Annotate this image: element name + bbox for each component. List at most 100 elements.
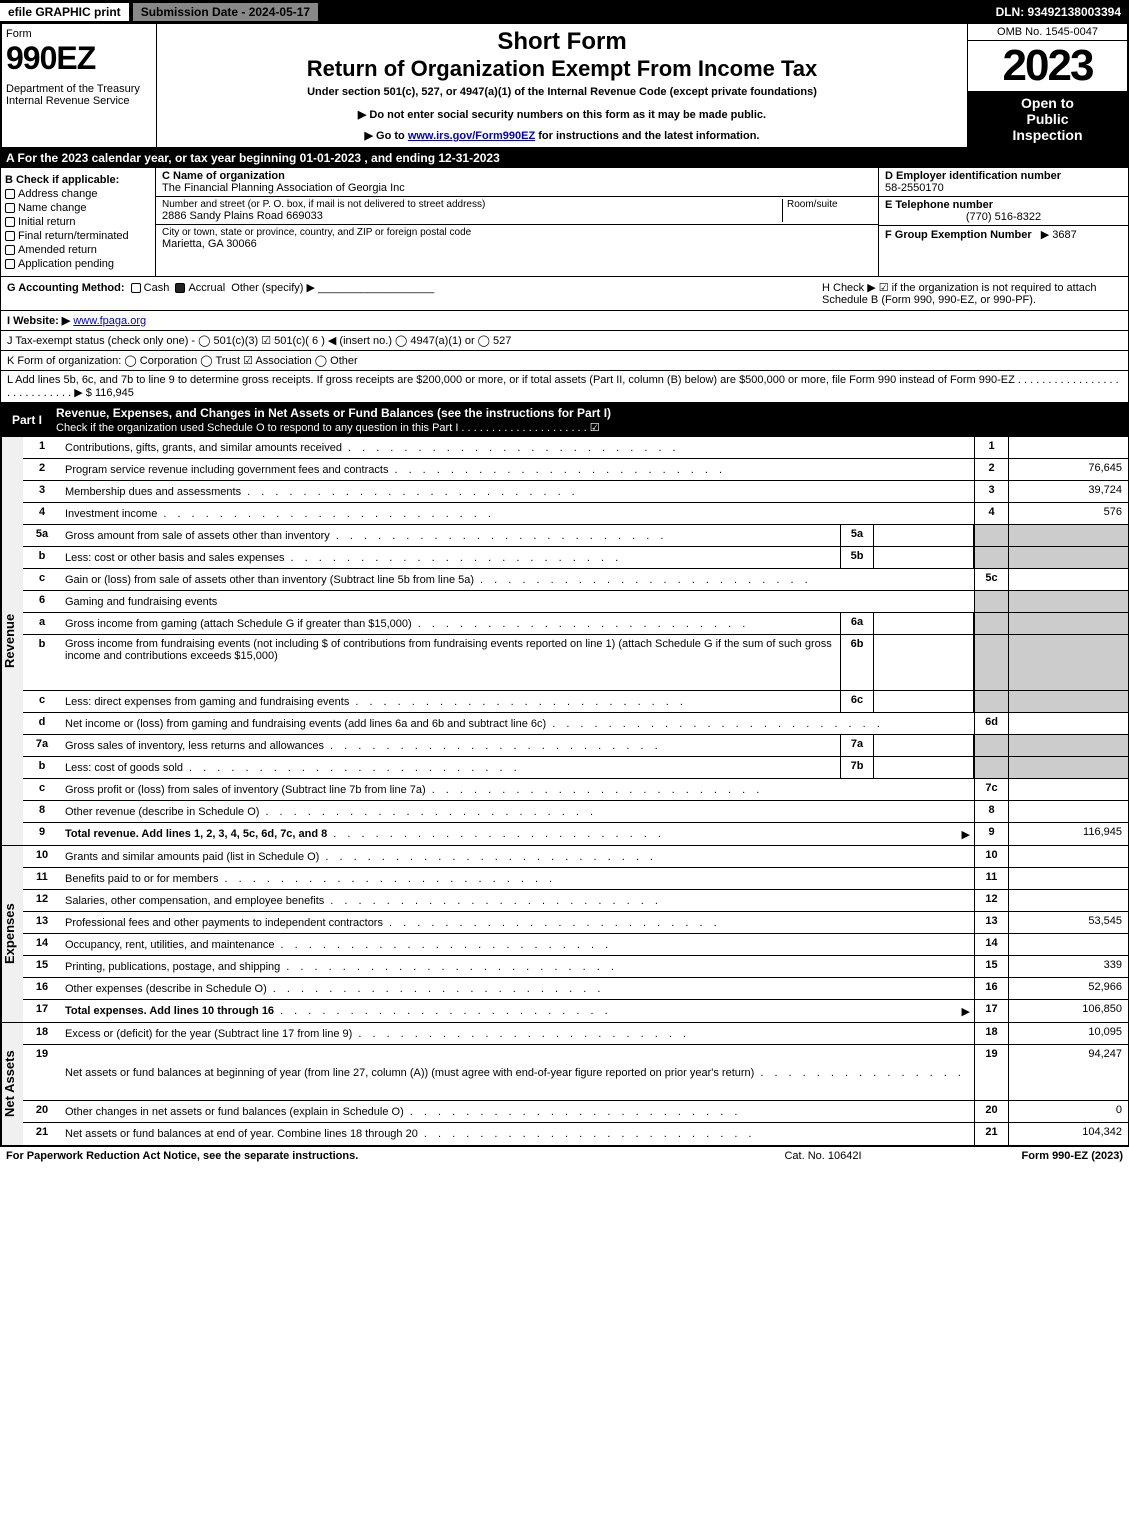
line-num: 19: [23, 1045, 61, 1100]
table-row: 21Net assets or fund balances at end of …: [23, 1123, 1128, 1145]
mid-num: 6b: [840, 635, 874, 690]
table-row: cGain or (loss) from sale of assets othe…: [23, 569, 1128, 591]
chk-cash[interactable]: [131, 283, 141, 293]
line-val: 39,724: [1008, 481, 1128, 502]
line-num: 11: [23, 868, 61, 889]
goto-link[interactable]: www.irs.gov/Form990EZ: [408, 130, 535, 142]
tel-value: (770) 516-8322: [885, 211, 1122, 223]
table-row: 8Other revenue (describe in Schedule O).…: [23, 801, 1128, 823]
grp-row: F Group Exemption Number ▶ 3687: [879, 226, 1128, 243]
line-desc: Professional fees and other payments to …: [61, 912, 974, 933]
header-right: OMB No. 1545-0047 2023 Open to Public In…: [967, 24, 1127, 147]
under-section: Under section 501(c), 527, or 4947(a)(1)…: [165, 86, 959, 98]
ein-value: 58-2550170: [885, 182, 1122, 194]
goto-post: for instructions and the latest informat…: [535, 130, 759, 142]
line-desc: Gross sales of inventory, less returns a…: [61, 735, 840, 756]
open-to-public: Open to Public Inspection: [968, 91, 1127, 147]
line-desc: Net assets or fund balances at end of ye…: [61, 1123, 974, 1145]
c-name-label: C Name of organization: [162, 170, 872, 182]
tel-label: E Telephone number: [885, 199, 1122, 211]
netassets-body: 18Excess or (deficit) for the year (Subt…: [23, 1023, 1128, 1145]
line-desc: Occupancy, rent, utilities, and maintena…: [61, 934, 974, 955]
line-desc: Other changes in net assets or fund bala…: [61, 1101, 974, 1122]
line-val: [1008, 713, 1128, 734]
right-num: 8: [974, 801, 1008, 822]
table-row: 15Printing, publications, postage, and s…: [23, 956, 1128, 978]
right-num: [974, 735, 1008, 756]
expenses-body: 10Grants and similar amounts paid (list …: [23, 846, 1128, 1022]
line-num: b: [23, 757, 61, 778]
mid-num: 7b: [840, 757, 874, 778]
table-row: 13Professional fees and other payments t…: [23, 912, 1128, 934]
line-num: c: [23, 569, 61, 590]
row-g: G Accounting Method: Cash Accrual Other …: [7, 281, 822, 306]
efile-label[interactable]: efile GRAPHIC print: [0, 3, 129, 21]
line-val: [1008, 691, 1128, 712]
ein-row: D Employer identification number 58-2550…: [879, 168, 1128, 197]
short-form-title: Short Form: [165, 28, 959, 56]
mid-num: 6a: [840, 613, 874, 634]
line-desc: Total expenses. Add lines 10 through 16.…: [61, 1000, 974, 1022]
line-num: 14: [23, 934, 61, 955]
line-val: 52,966: [1008, 978, 1128, 999]
line-val: 10,095: [1008, 1023, 1128, 1044]
line-num: 20: [23, 1101, 61, 1122]
line-desc: Net income or (loss) from gaming and fun…: [61, 713, 974, 734]
chk-initial-return[interactable]: Initial return: [5, 216, 151, 228]
line-desc: Gross profit or (loss) from sales of inv…: [61, 779, 974, 800]
g-accrual: Accrual: [188, 282, 225, 294]
line-val: [1008, 635, 1128, 690]
chk-app-pending[interactable]: Application pending: [5, 258, 151, 270]
line-val: 116,945: [1008, 823, 1128, 845]
line-num: 8: [23, 801, 61, 822]
row-i: I Website: ▶ www.fpaga.org: [0, 311, 1129, 331]
chk-accrual[interactable]: [175, 283, 185, 293]
table-row: 19Net assets or fund balances at beginni…: [23, 1045, 1128, 1101]
chk-name-change[interactable]: Name change: [5, 202, 151, 214]
line-desc: Less: cost or other basis and sales expe…: [61, 547, 840, 568]
website-link[interactable]: www.fpaga.org: [73, 315, 146, 327]
table-row: 1Contributions, gifts, grants, and simil…: [23, 437, 1128, 459]
mid-num: 6c: [840, 691, 874, 712]
table-row: bLess: cost of goods sold. . . . . . . .…: [23, 757, 1128, 779]
line-desc: Benefits paid to or for members. . . . .…: [61, 868, 974, 889]
line-desc: Membership dues and assessments. . . . .…: [61, 481, 974, 502]
column-d-ids: D Employer identification number 58-2550…: [878, 168, 1128, 276]
line-desc: Gross income from fundraising events (no…: [61, 635, 840, 690]
line-val: [1008, 890, 1128, 911]
table-row: cGross profit or (loss) from sales of in…: [23, 779, 1128, 801]
line-num: 18: [23, 1023, 61, 1044]
table-row: 16Other expenses (describe in Schedule O…: [23, 978, 1128, 1000]
right-num: 2: [974, 459, 1008, 480]
column-b-checkboxes: B Check if applicable: Address change Na…: [1, 168, 156, 276]
table-row: 12Salaries, other compensation, and empl…: [23, 890, 1128, 912]
table-row: 20Other changes in net assets or fund ba…: [23, 1101, 1128, 1123]
c-city-label: City or town, state or province, country…: [162, 227, 471, 238]
goto-line: ▶ Go to www.irs.gov/Form990EZ for instru…: [165, 129, 959, 142]
l-value: 116,945: [95, 387, 134, 399]
chk-address-change[interactable]: Address change: [5, 188, 151, 200]
right-num: [974, 613, 1008, 634]
do-not-enter: ▶ Do not enter social security numbers o…: [165, 108, 959, 121]
submission-date: Submission Date - 2024-05-17: [133, 3, 318, 21]
section-gh: G Accounting Method: Cash Accrual Other …: [0, 277, 1129, 311]
line-val: [1008, 868, 1128, 889]
right-num: 7c: [974, 779, 1008, 800]
row-j: J Tax-exempt status (check only one) - ◯…: [0, 331, 1129, 351]
row-l: L Add lines 5b, 6c, and 7b to line 9 to …: [0, 371, 1129, 403]
chk-final-return[interactable]: Final return/terminated: [5, 230, 151, 242]
table-row: 10Grants and similar amounts paid (list …: [23, 846, 1128, 868]
right-num: [974, 525, 1008, 546]
chk-amended-return[interactable]: Amended return: [5, 244, 151, 256]
table-row: 18Excess or (deficit) for the year (Subt…: [23, 1023, 1128, 1045]
table-row: bLess: cost or other basis and sales exp…: [23, 547, 1128, 569]
table-row: aGross income from gaming (attach Schedu…: [23, 613, 1128, 635]
line-desc: Gaming and fundraising events: [61, 591, 974, 612]
right-num: 13: [974, 912, 1008, 933]
part-1-num: Part I: [6, 411, 48, 429]
line-num: b: [23, 547, 61, 568]
line-num: 7a: [23, 735, 61, 756]
line-desc: Net assets or fund balances at beginning…: [61, 1045, 974, 1100]
line-num: c: [23, 691, 61, 712]
table-row: 5aGross amount from sale of assets other…: [23, 525, 1128, 547]
